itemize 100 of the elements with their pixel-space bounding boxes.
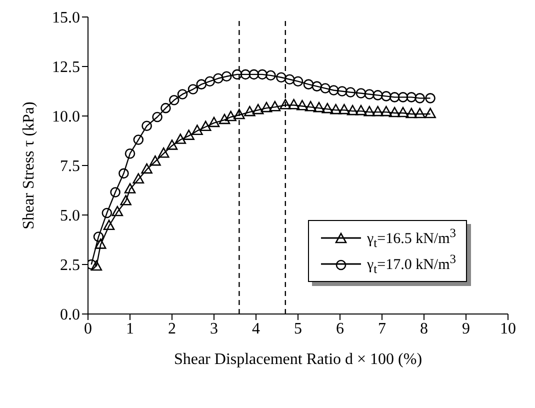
point bbox=[397, 106, 409, 118]
x-axis-title: Shear Displacement Ratio d × 100 (%) bbox=[174, 351, 422, 368]
x-tick-label: 4 bbox=[252, 320, 260, 338]
point bbox=[330, 104, 342, 114]
x-tick-label: 8 bbox=[420, 320, 428, 338]
point bbox=[177, 89, 188, 100]
point bbox=[152, 112, 162, 122]
point bbox=[304, 100, 316, 112]
point bbox=[381, 91, 392, 102]
point bbox=[102, 208, 112, 218]
point bbox=[225, 110, 236, 122]
point bbox=[292, 76, 304, 86]
point bbox=[356, 88, 366, 98]
point bbox=[313, 102, 325, 112]
point bbox=[406, 92, 417, 102]
point bbox=[303, 79, 314, 90]
point bbox=[424, 108, 436, 118]
point bbox=[284, 74, 295, 85]
point bbox=[200, 120, 212, 132]
point bbox=[364, 89, 375, 100]
point bbox=[118, 168, 129, 179]
point bbox=[364, 106, 376, 116]
y-tick-label: 10.0 bbox=[52, 108, 80, 126]
point bbox=[188, 84, 198, 94]
point bbox=[388, 106, 400, 118]
point bbox=[260, 102, 272, 112]
point bbox=[398, 92, 408, 102]
legend-label: γ$_{t}$=16.5 kN/m$^{3}$ bbox=[367, 226, 456, 250]
x-tick-label: 0 bbox=[84, 320, 92, 338]
point bbox=[90, 260, 102, 271]
point bbox=[296, 100, 308, 110]
point bbox=[120, 194, 132, 206]
point bbox=[372, 90, 383, 100]
point bbox=[132, 173, 144, 184]
point bbox=[110, 187, 120, 198]
point bbox=[276, 72, 286, 83]
x-tick-label: 9 bbox=[462, 320, 470, 338]
point bbox=[208, 116, 220, 128]
point bbox=[280, 98, 292, 110]
point bbox=[192, 124, 203, 135]
x-tick-label: 6 bbox=[336, 320, 344, 338]
point bbox=[221, 71, 232, 82]
point bbox=[248, 69, 260, 80]
point bbox=[414, 108, 426, 118]
point bbox=[133, 134, 144, 145]
y-axis-title: Shear Stress τ (kPa) bbox=[20, 102, 38, 230]
point bbox=[328, 85, 339, 96]
point bbox=[240, 69, 251, 80]
point bbox=[269, 100, 281, 112]
point bbox=[320, 83, 330, 94]
point bbox=[103, 220, 115, 230]
point bbox=[346, 104, 358, 116]
x-tick-label: 5 bbox=[294, 320, 302, 338]
y-tick-label: 12.5 bbox=[52, 59, 80, 76]
point bbox=[93, 232, 104, 242]
point bbox=[124, 183, 136, 194]
point bbox=[141, 163, 152, 174]
x-tick-label: 7 bbox=[378, 320, 386, 338]
point bbox=[414, 93, 425, 104]
point bbox=[336, 86, 348, 96]
point bbox=[338, 104, 350, 114]
point bbox=[124, 148, 136, 159]
point bbox=[218, 114, 230, 124]
point bbox=[112, 206, 124, 216]
point bbox=[345, 87, 356, 98]
point bbox=[252, 104, 264, 114]
point bbox=[355, 104, 367, 116]
point bbox=[142, 120, 152, 132]
point bbox=[257, 69, 268, 80]
x-tick-label: 2 bbox=[168, 320, 176, 338]
y-tick-label: 2.5 bbox=[60, 257, 80, 274]
point bbox=[232, 69, 242, 80]
point bbox=[174, 134, 186, 144]
point bbox=[234, 108, 245, 120]
x-tick-label: 10 bbox=[500, 320, 516, 338]
y-tick-label: 7.5 bbox=[60, 158, 80, 176]
point bbox=[266, 70, 276, 81]
y-tick-label: 15.0 bbox=[52, 10, 80, 27]
point bbox=[150, 155, 161, 166]
point bbox=[183, 130, 194, 140]
x-tick-label: 1 bbox=[126, 320, 134, 338]
x-tick-label: 3 bbox=[210, 320, 218, 338]
point bbox=[288, 98, 300, 110]
point bbox=[166, 140, 178, 150]
point bbox=[380, 106, 392, 116]
legend-label: γ$_{t}$=17.0 kN/m$^{3}$ bbox=[367, 252, 456, 276]
y-tick-label: 0.0 bbox=[60, 306, 80, 324]
point bbox=[158, 147, 170, 158]
point bbox=[425, 93, 436, 104]
point bbox=[196, 79, 207, 90]
point bbox=[160, 102, 171, 114]
point bbox=[389, 92, 400, 102]
point bbox=[312, 81, 322, 92]
point bbox=[213, 73, 224, 84]
point bbox=[372, 106, 384, 116]
point bbox=[168, 95, 180, 106]
point bbox=[322, 102, 334, 114]
point bbox=[204, 76, 215, 86]
point bbox=[244, 106, 256, 116]
point bbox=[406, 108, 418, 118]
